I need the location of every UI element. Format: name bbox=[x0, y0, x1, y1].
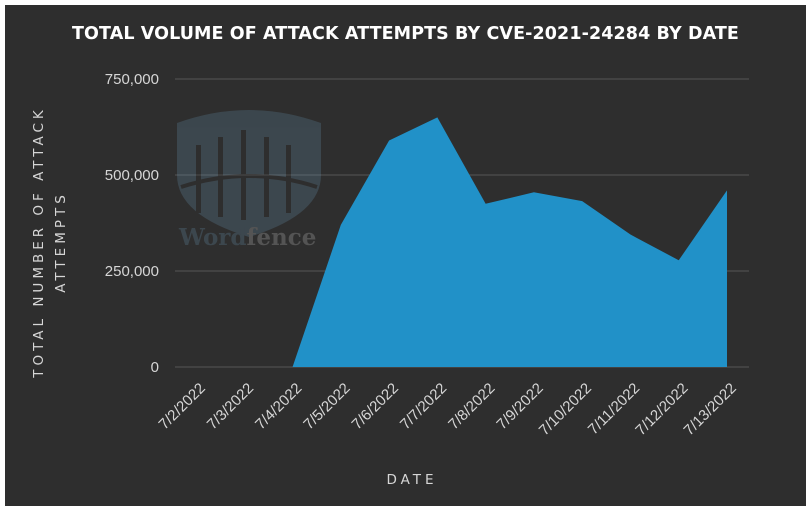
x-tick-label: 7/4/2022 bbox=[252, 380, 305, 433]
x-tick-label: 7/2/2022 bbox=[156, 380, 209, 433]
x-axis-label: DATE bbox=[386, 472, 437, 488]
watermark-word-part1: Word bbox=[178, 224, 247, 251]
wordfence-watermark: Wordfence bbox=[177, 110, 321, 251]
x-tick-label: 7/10/2022 bbox=[536, 380, 595, 439]
x-tick-label: 7/6/2022 bbox=[349, 380, 402, 433]
area-chart: Wordfence 0 250,000 500,000 750,000 7/2/202… bbox=[31, 71, 749, 488]
y-tick-label: 0 bbox=[151, 359, 159, 376]
x-tick-label: 7/5/2022 bbox=[300, 380, 353, 433]
y-tick-label: 500,000 bbox=[105, 167, 159, 184]
attack-volume-area bbox=[196, 117, 727, 368]
wordfence-logo-icon bbox=[177, 110, 321, 237]
y-tick-label: 750,000 bbox=[105, 71, 159, 88]
chart-frame: TOTAL VOLUME OF ATTACK ATTEMPTS BY CVE-2… bbox=[5, 5, 806, 506]
x-tick-label: 7/3/2022 bbox=[204, 380, 257, 433]
y-axis-label-line-1: TOTAL NUMBER OF ATTACK bbox=[31, 106, 47, 379]
y-axis-label-line-2: ATTEMPTS bbox=[53, 191, 69, 293]
chart-title: TOTAL VOLUME OF ATTACK ATTEMPTS BY CVE-2… bbox=[72, 24, 739, 44]
x-tick-label: 7/8/2022 bbox=[445, 380, 498, 433]
x-axis-ticks: 7/2/20227/3/20227/4/20227/5/20227/6/2022… bbox=[156, 380, 740, 439]
y-tick-label: 250,000 bbox=[105, 263, 159, 280]
svg-text:Wordfence: Wordfence bbox=[178, 224, 316, 251]
x-tick-label: 7/13/2022 bbox=[681, 380, 740, 439]
y-axis-ticks: 0 250,000 500,000 750,000 bbox=[105, 71, 159, 376]
x-tick-label: 7/7/2022 bbox=[397, 380, 450, 433]
watermark-word-part2: fence bbox=[247, 224, 317, 251]
